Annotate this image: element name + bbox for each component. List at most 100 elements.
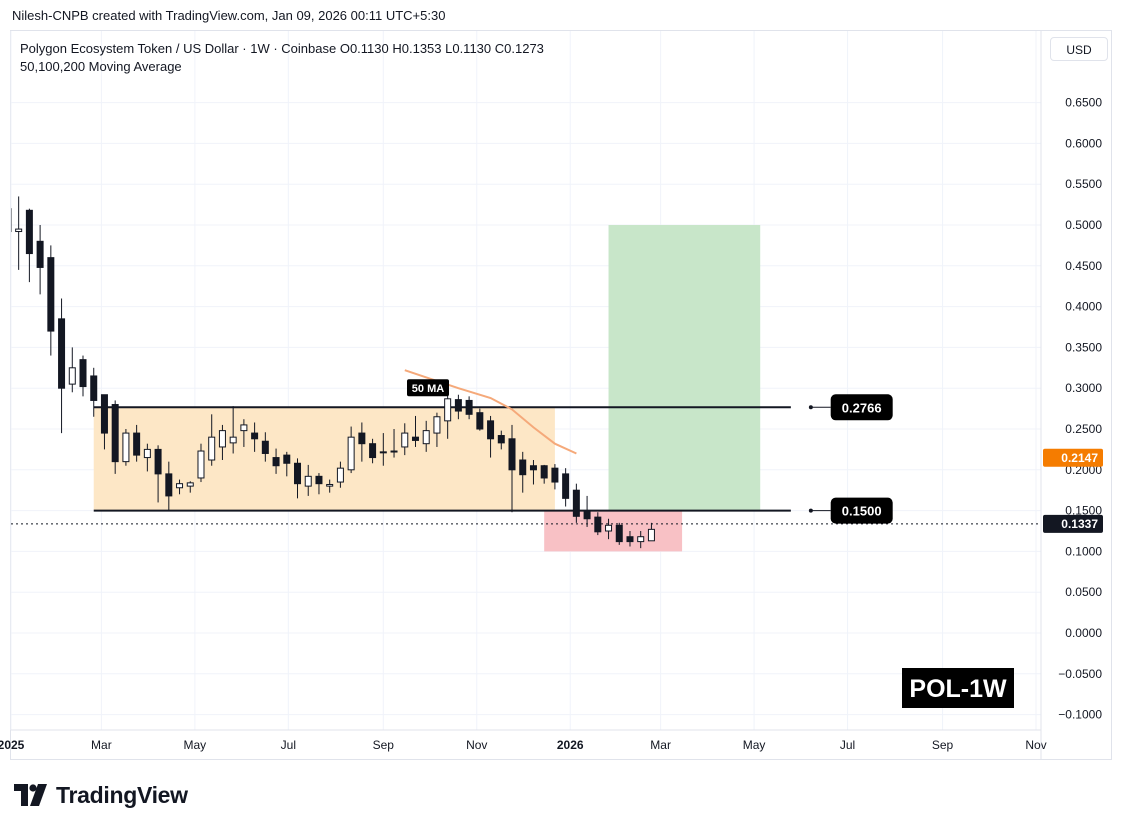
candle-body-down bbox=[476, 412, 484, 430]
candle[interactable] bbox=[272, 448, 280, 474]
candle[interactable] bbox=[111, 400, 119, 474]
candle[interactable] bbox=[165, 461, 173, 511]
candle-body-down bbox=[283, 454, 291, 464]
candle[interactable] bbox=[519, 451, 527, 493]
y-axis[interactable]: 0.6500 0.6000 0.5500 0.5000 0.4500 0.4000 0.35… bbox=[1058, 96, 1102, 722]
candle[interactable] bbox=[422, 420, 430, 452]
candle[interactable] bbox=[122, 429, 130, 466]
candle[interactable] bbox=[615, 522, 623, 545]
brand-name: TradingView bbox=[56, 781, 188, 808]
x-tick-label: May bbox=[743, 738, 766, 752]
candle[interactable] bbox=[379, 433, 387, 466]
tradingview-mark-icon bbox=[14, 784, 47, 806]
candle[interactable] bbox=[133, 424, 141, 462]
candle[interactable] bbox=[186, 481, 194, 493]
candle[interactable] bbox=[15, 196, 23, 270]
candle[interactable] bbox=[240, 419, 248, 447]
y-tick-label: 0.5000 bbox=[1065, 218, 1102, 232]
candle[interactable] bbox=[176, 479, 184, 495]
y-tick-label: 0.6000 bbox=[1065, 136, 1102, 150]
candle[interactable] bbox=[315, 473, 323, 495]
candle[interactable] bbox=[401, 423, 409, 456]
candle[interactable] bbox=[476, 408, 484, 431]
candle[interactable] bbox=[369, 438, 377, 464]
level-tag[interactable] bbox=[830, 394, 893, 421]
candle[interactable] bbox=[154, 445, 162, 503]
x-tick-label: Jul bbox=[840, 738, 855, 752]
candle[interactable] bbox=[465, 396, 473, 420]
candle[interactable] bbox=[487, 415, 495, 458]
candle[interactable] bbox=[100, 394, 108, 450]
candle[interactable] bbox=[411, 415, 419, 447]
candle[interactable] bbox=[261, 432, 269, 462]
symbol-ohlc-line: Polygon Ecosystem Token / US Dollar · 1W… bbox=[20, 41, 544, 56]
y-tick-label: 0.3500 bbox=[1065, 340, 1102, 354]
candle[interactable] bbox=[79, 355, 87, 397]
candle[interactable] bbox=[444, 389, 452, 439]
candle-body-down bbox=[529, 465, 537, 471]
candle-body-down bbox=[540, 465, 548, 479]
plot-area: 50 MA bbox=[5, 192, 791, 552]
candle[interactable] bbox=[529, 460, 537, 485]
candle[interactable] bbox=[197, 443, 205, 483]
candle[interactable] bbox=[647, 522, 655, 542]
candle[interactable] bbox=[454, 394, 462, 420]
x-tick-label: Sep bbox=[932, 738, 954, 752]
candle-body-up bbox=[433, 416, 441, 434]
level-tag[interactable] bbox=[830, 497, 893, 524]
candle[interactable] bbox=[508, 424, 516, 513]
candle-body-down bbox=[594, 516, 602, 533]
candle-body-down bbox=[25, 209, 33, 255]
candle[interactable] bbox=[347, 426, 355, 474]
candle-body-down bbox=[465, 399, 473, 415]
candle[interactable] bbox=[358, 422, 366, 462]
y-tick-label: 0.0000 bbox=[1065, 626, 1102, 640]
candle[interactable] bbox=[326, 479, 334, 493]
candle[interactable] bbox=[572, 483, 580, 523]
candle[interactable] bbox=[336, 461, 344, 488]
candle[interactable] bbox=[497, 430, 505, 450]
candle[interactable] bbox=[562, 468, 570, 507]
currency-button[interactable]: USD bbox=[1050, 37, 1108, 61]
candle[interactable] bbox=[605, 518, 613, 540]
x-tick-label: 2026 bbox=[557, 738, 584, 752]
candle[interactable] bbox=[36, 225, 44, 295]
y-tick-label: 0.2500 bbox=[1065, 422, 1102, 436]
candle[interactable] bbox=[551, 464, 559, 490]
candle[interactable] bbox=[294, 458, 302, 499]
candle[interactable] bbox=[208, 414, 216, 466]
candle-body-up bbox=[186, 482, 194, 487]
candle[interactable] bbox=[25, 208, 33, 283]
candle[interactable] bbox=[583, 495, 591, 527]
candle[interactable] bbox=[251, 422, 259, 452]
x-axis[interactable]: 2025 Mar May Jul Sep Nov 2026 Mar May Jul Sep Nov bbox=[0, 729, 1047, 752]
candle[interactable] bbox=[390, 429, 398, 458]
y-tick-label: 0.4500 bbox=[1065, 259, 1102, 273]
y-tick-label: 0.0500 bbox=[1065, 585, 1102, 599]
candle[interactable] bbox=[229, 406, 237, 454]
tradingview-logo[interactable]: TradingView bbox=[14, 782, 188, 808]
chart-legend: Polygon Ecosystem Token / US Dollar · 1W… bbox=[20, 40, 544, 76]
candle[interactable] bbox=[47, 245, 55, 356]
candle[interactable] bbox=[90, 367, 98, 417]
candle[interactable] bbox=[58, 298, 66, 434]
candle[interactable] bbox=[218, 424, 226, 461]
candle[interactable] bbox=[68, 347, 76, 393]
y-tick-label: −0.0500 bbox=[1058, 667, 1102, 681]
ma-label-badge bbox=[407, 379, 449, 397]
ma-price-tag bbox=[1043, 448, 1103, 467]
candle-body-down bbox=[583, 510, 591, 520]
candle[interactable] bbox=[304, 464, 312, 496]
candle-body-down bbox=[154, 448, 162, 475]
candle[interactable] bbox=[5, 192, 12, 261]
y-tick-label: 0.3000 bbox=[1065, 381, 1102, 395]
candle-body-down bbox=[111, 404, 119, 463]
candle[interactable] bbox=[143, 443, 151, 472]
candle[interactable] bbox=[637, 531, 645, 549]
candle[interactable] bbox=[626, 531, 634, 547]
candle[interactable] bbox=[433, 412, 441, 447]
candle[interactable] bbox=[283, 451, 291, 477]
candle[interactable] bbox=[540, 464, 548, 484]
candle-body-down bbox=[411, 436, 419, 441]
